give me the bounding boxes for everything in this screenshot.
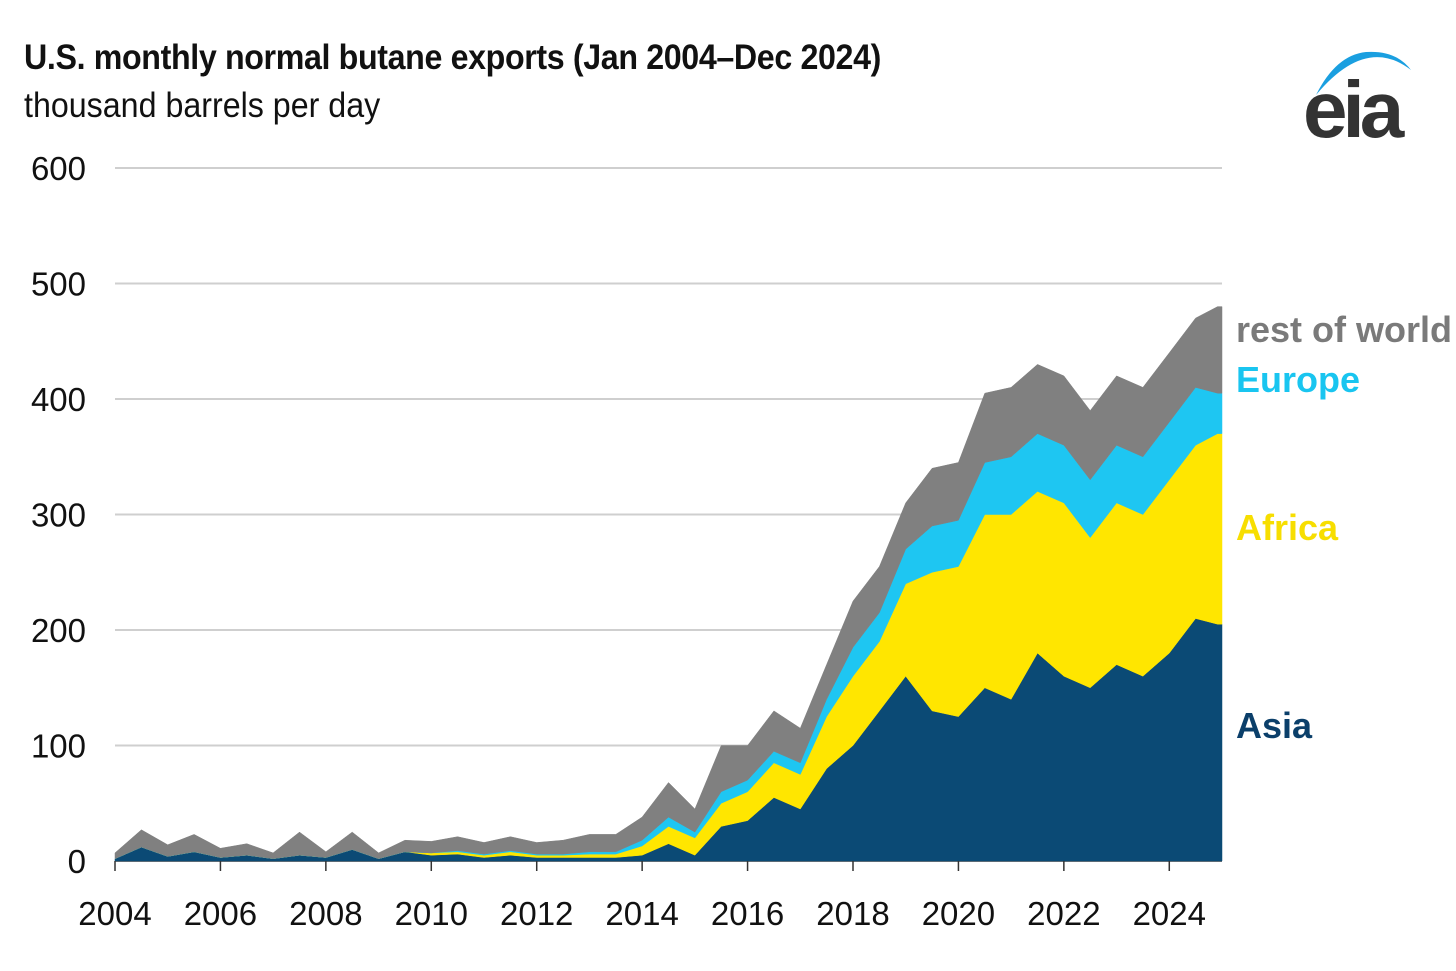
y-tick-label: 600 <box>31 150 86 187</box>
y-tick-label: 400 <box>31 381 86 418</box>
x-tick-label: 2024 <box>1133 895 1206 932</box>
legend: Asia Africa Europe rest of world <box>1236 309 1452 746</box>
x-tick-label: 2006 <box>184 895 257 932</box>
eia-logo: eia <box>1303 65 1404 154</box>
x-tick-label: 2008 <box>289 895 362 932</box>
chart-title: U.S. monthly normal butane exports (Jan … <box>24 38 881 77</box>
y-tick-label: 0 <box>68 843 86 880</box>
legend-label-rest-of-world: rest of world <box>1236 309 1452 350</box>
y-tick-label: 300 <box>31 497 86 534</box>
x-tick-label: 2010 <box>395 895 468 932</box>
y-axis: 0 100 200 300 400 500 600 <box>31 150 86 880</box>
x-tick-label: 2014 <box>605 895 678 932</box>
x-tick-label: 2012 <box>500 895 573 932</box>
x-tick-label: 2020 <box>922 895 995 932</box>
y-tick-label: 500 <box>31 266 86 303</box>
x-tick-label: 2016 <box>711 895 784 932</box>
x-axis: 2004 2006 2008 2010 2012 2014 2016 2018 2020 2022… <box>78 861 1206 932</box>
legend-label-europe: Europe <box>1236 359 1360 400</box>
y-tick-label: 200 <box>31 612 86 649</box>
x-tick-label: 2018 <box>816 895 889 932</box>
legend-label-africa: Africa <box>1236 507 1339 548</box>
legend-label-asia: Asia <box>1236 705 1313 746</box>
y-tick-label: 100 <box>31 728 86 765</box>
area-rest-of-world <box>114 306 1223 860</box>
chart-subtitle: thousand barrels per day <box>24 86 381 125</box>
x-tick-label: 2004 <box>78 895 151 932</box>
eia-logo-arc-icon <box>1316 51 1411 95</box>
series-areas <box>114 306 1223 862</box>
x-tick-label: 2022 <box>1027 895 1100 932</box>
